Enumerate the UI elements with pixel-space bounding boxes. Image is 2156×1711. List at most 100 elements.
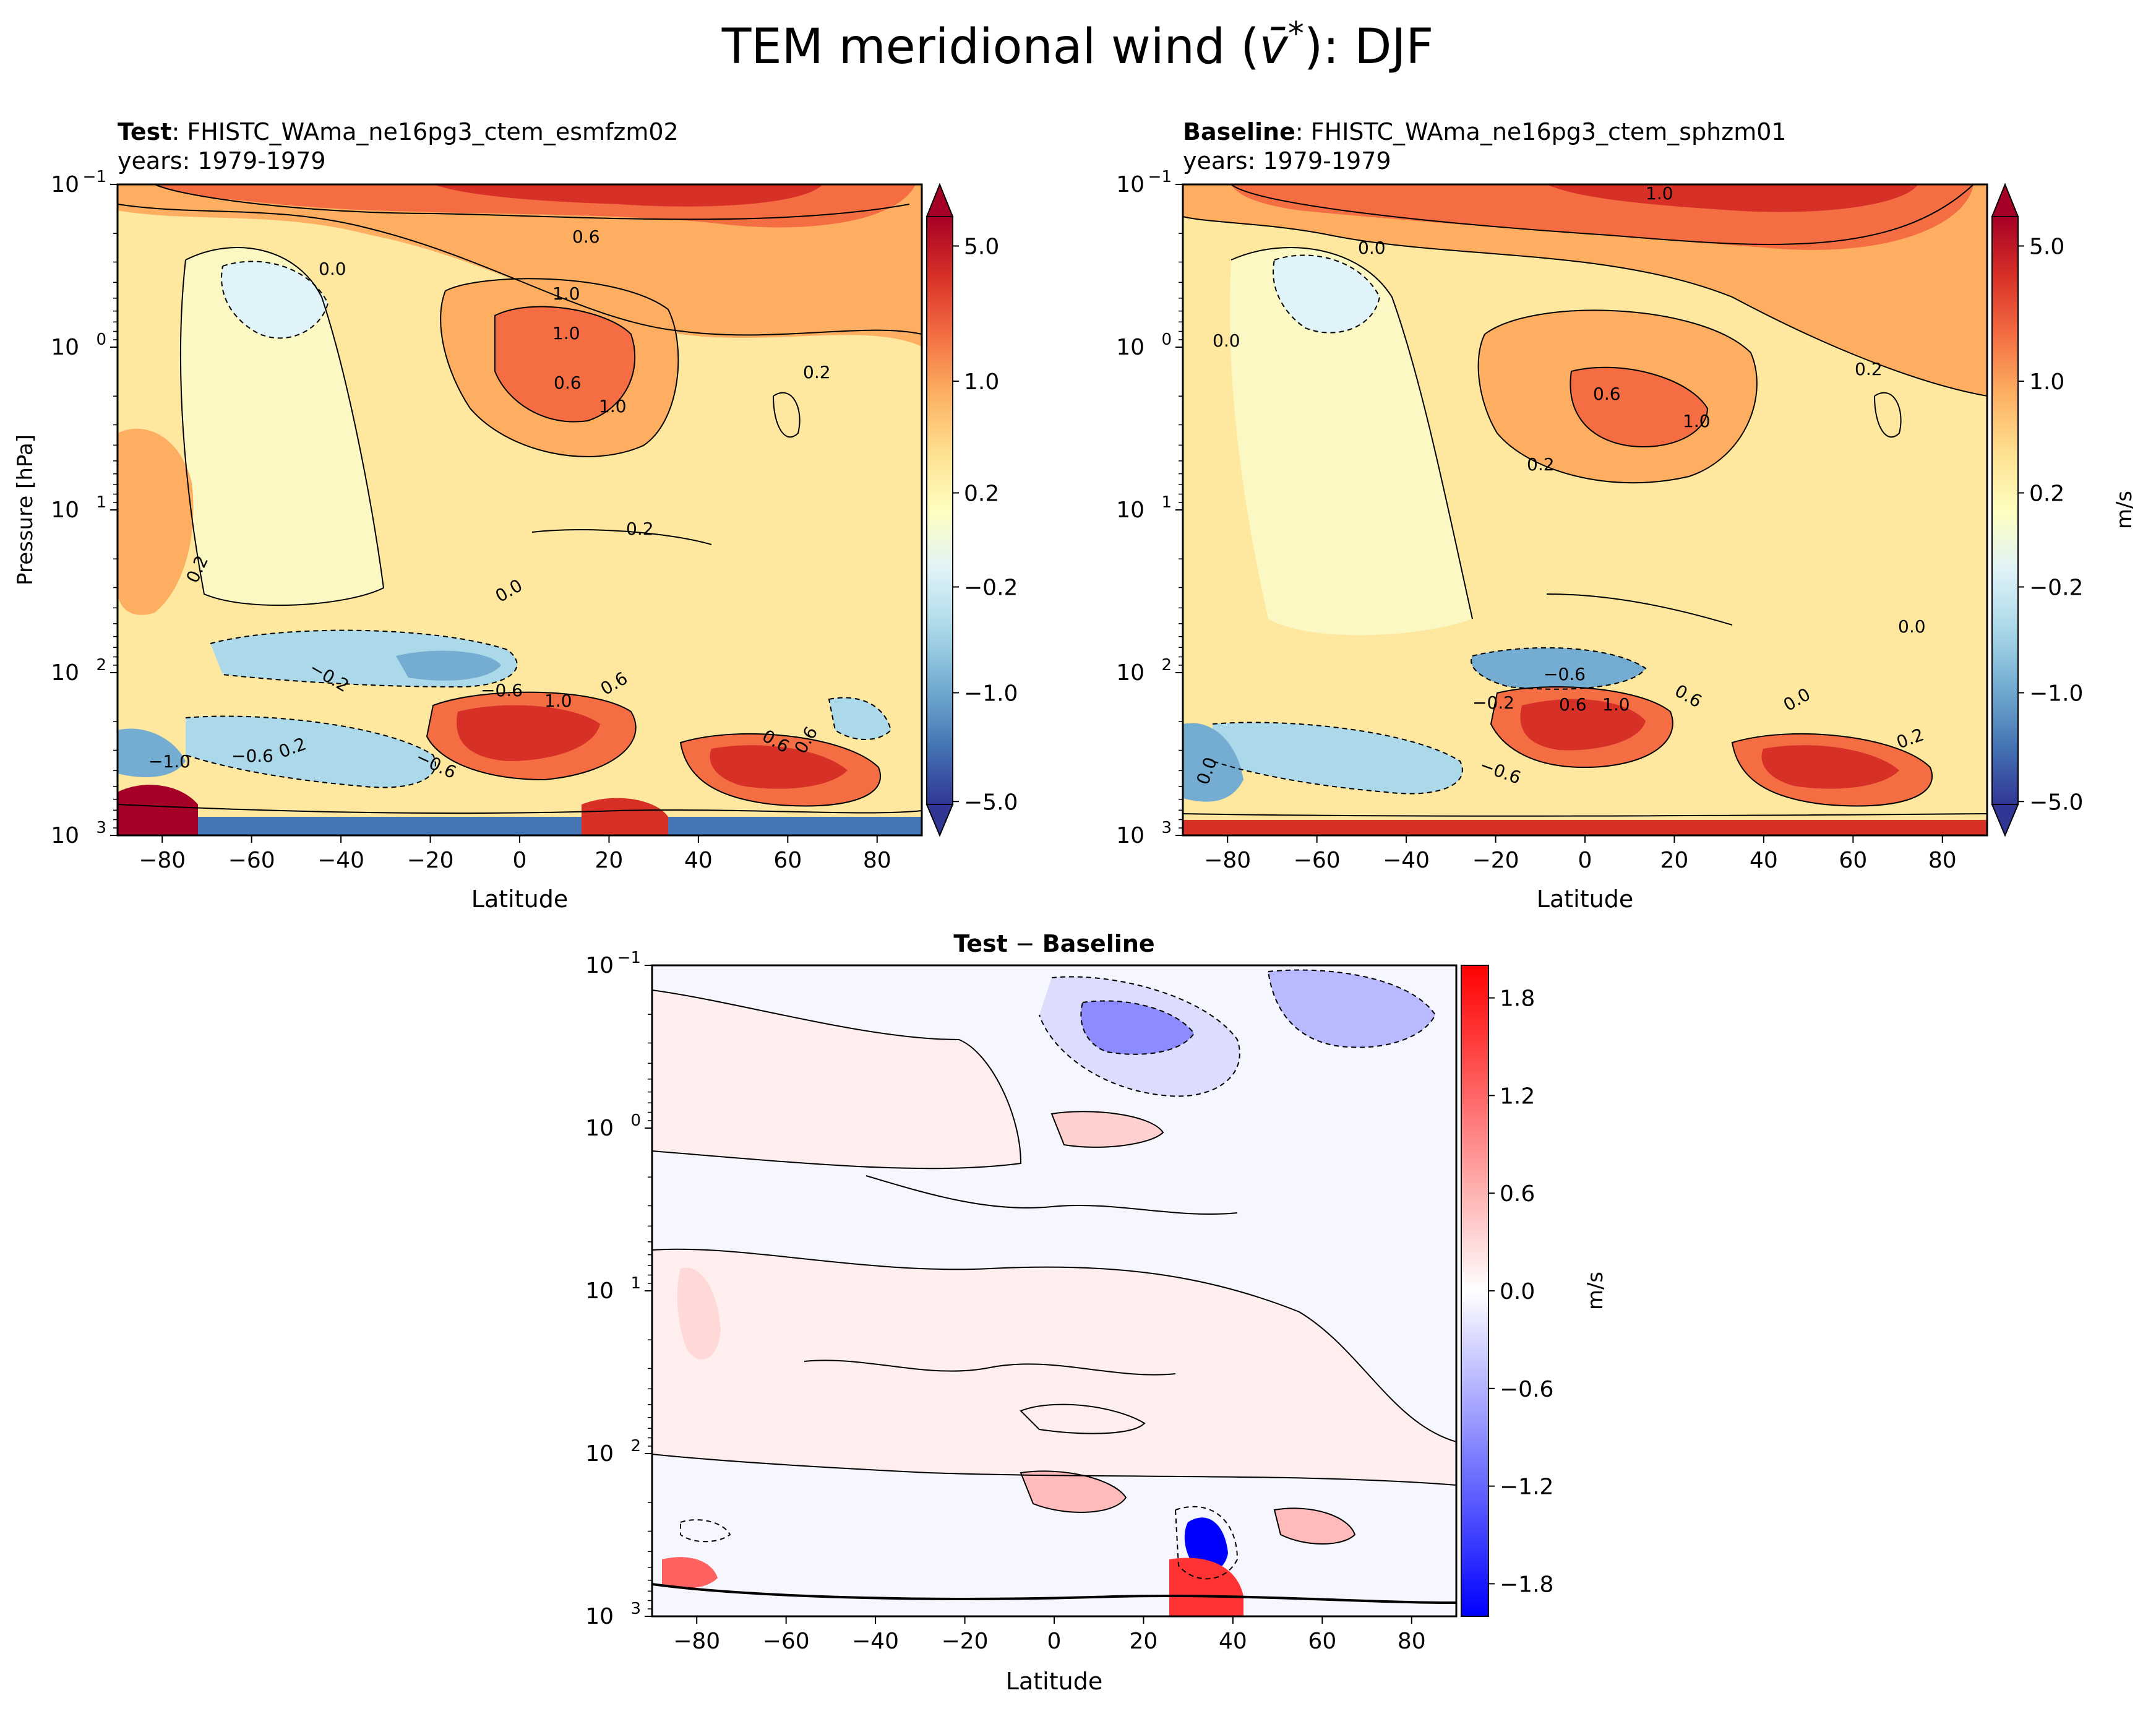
test-tropical-pale (180, 248, 384, 606)
y-tick-exponent: 1 (1161, 493, 1172, 512)
y-tick-label: 10 (1116, 335, 1145, 360)
contour-line-negative (1273, 254, 1381, 334)
test-neg-contours (185, 261, 892, 788)
contour-line (1230, 184, 1974, 245)
baseline-xlabel: Latitude (1537, 886, 1633, 913)
contour-line (154, 184, 910, 220)
baseline-panel: Baseline: FHISTC_WAma_ne16pg3_ctem_sphzm… (1116, 118, 2137, 913)
baseline-contours (1183, 184, 1987, 817)
contour-line (1020, 1403, 1146, 1434)
baseline-sh-neg-core (1183, 723, 1243, 802)
contour-label: 0.2 (1855, 359, 1883, 379)
contour-line-negative (828, 697, 892, 740)
x-tick-label: −40 (1383, 848, 1430, 873)
y-tick-exponent: 3 (96, 819, 106, 837)
y-tick-exponent: 1 (96, 493, 106, 512)
diff-pos-upper-left (652, 990, 1021, 1169)
baseline-neg-contours (1212, 254, 1647, 795)
contour-label: 1.0 (1646, 183, 1673, 204)
contour-label: 0.6 (554, 373, 582, 393)
baseline-eq-core (1520, 699, 1646, 751)
contour-line (1273, 1507, 1356, 1545)
colorbar-tick-label: 1.0 (2029, 369, 2064, 395)
x-tick-label: 80 (863, 848, 891, 873)
baseline-panel-title: Baseline: FHISTC_WAma_ne16pg3_ctem_sphzm… (1183, 118, 1787, 145)
y-tick-exponent: −1 (617, 949, 641, 967)
x-tick-label: 0 (1578, 848, 1592, 873)
x-tick-label: −20 (407, 848, 454, 873)
colorbar-tick-label: 0.2 (2029, 481, 2064, 507)
y-tick-label: 10 (51, 172, 79, 197)
difference-xlabel: Latitude (1006, 1668, 1102, 1695)
test-nh-neg (829, 697, 891, 739)
colorbar-tick-label: −1.2 (1500, 1475, 1553, 1500)
test-nh-core (710, 745, 848, 789)
contour-label: 0.6 (572, 226, 600, 247)
colorbar-extend-min (1991, 804, 2019, 837)
test-panel-title: Test: FHISTC_WAma_ne16pg3_ctem_esmfzm02 (118, 118, 679, 145)
y-tick-label: 10 (585, 1441, 614, 1467)
contour-line-negative (680, 1519, 731, 1543)
y-tick-exponent: 1 (630, 1274, 641, 1293)
baseline-surface-band (1183, 820, 1987, 835)
x-tick-label: −40 (317, 848, 364, 873)
test-neg-core (396, 650, 501, 681)
contour-label: −0.6 (1544, 664, 1586, 684)
baseline-panel-subtitle: years: 1979-1979 (1183, 147, 1391, 175)
baseline-south-negative (1273, 255, 1380, 333)
diff-pos-tropic (1021, 1471, 1126, 1512)
difference-colorbar-label: m/s (1583, 1272, 1608, 1310)
colorbar-tick-label: −1.0 (2029, 681, 2083, 707)
contour-line-negative (1471, 647, 1647, 690)
colorbar-tick-label: −5.0 (964, 790, 1018, 815)
y-tick-exponent: 0 (1161, 330, 1172, 349)
contour-line (1050, 1111, 1164, 1148)
test-south-negative (221, 261, 328, 338)
test-eq-core (457, 705, 600, 761)
test-upper-max (433, 184, 823, 207)
contour-label: 0.0 (319, 259, 346, 279)
test-upper-positive (118, 184, 922, 347)
contour-line (1183, 216, 1987, 397)
colorbar-tick-label: 0.2 (964, 481, 999, 507)
y-tick-label: 10 (1116, 660, 1145, 686)
baseline-south-neg (1213, 722, 1462, 794)
contour-label: −0.6 (481, 680, 523, 700)
contour-line (652, 1454, 1456, 1486)
x-tick-label: −20 (1472, 848, 1519, 873)
baseline-colorbar: 5.0 1.0 0.2 −0.2 −1.0 −5.0 m/s (1991, 183, 2137, 837)
y-tick-label: 10 (585, 1116, 614, 1141)
test-nh-surface (582, 798, 668, 835)
y-tick-label: 10 (1116, 498, 1145, 523)
baseline-field: 1.0 0.0 0.0 0.6 1.0 0.2 0.2 0.0 −0.6 0.6… (1183, 183, 1987, 835)
contour-line (1477, 309, 1758, 484)
colorbar-tick-label: 1.8 (1500, 986, 1535, 1012)
contour-label: −0.6 (231, 746, 273, 766)
colorbar-tick-label: 0.6 (1500, 1181, 1535, 1207)
contour-line (440, 278, 679, 457)
colorbar-tick-label: −1.0 (964, 681, 1018, 707)
contour-line-negative (1268, 969, 1437, 1048)
test-mid-strong (495, 306, 635, 422)
baseline-nh-core (1761, 745, 1899, 789)
difference-colorbar: 1.8 1.2 0.6 0.0 −0.6 −1.2 −1.8 m/s (1461, 965, 1608, 1617)
contour-label: 0.0 (1213, 330, 1240, 351)
diff-pos-surface (1169, 1558, 1243, 1616)
contour-line-negative (1080, 1000, 1195, 1055)
contour-line (652, 989, 1022, 1170)
y-tick-label: 10 (585, 1278, 614, 1304)
y-tick-label: 10 (51, 498, 79, 523)
baseline-colorbar-label: m/s (2112, 491, 2137, 529)
x-tick-label: 80 (1928, 848, 1957, 873)
contour-label: −1.0 (148, 751, 191, 772)
baseline-colorbar-ticks: 5.0 1.0 0.2 −0.2 −1.0 −5.0 (2018, 235, 2083, 815)
x-tick-label: 0 (513, 848, 527, 873)
colorbar-body (1991, 216, 2019, 805)
y-tick-exponent: 2 (1161, 656, 1172, 674)
contour-line-negative (221, 261, 329, 339)
contour-label: 0.6 (1593, 384, 1621, 404)
x-tick-label: 20 (595, 848, 624, 873)
